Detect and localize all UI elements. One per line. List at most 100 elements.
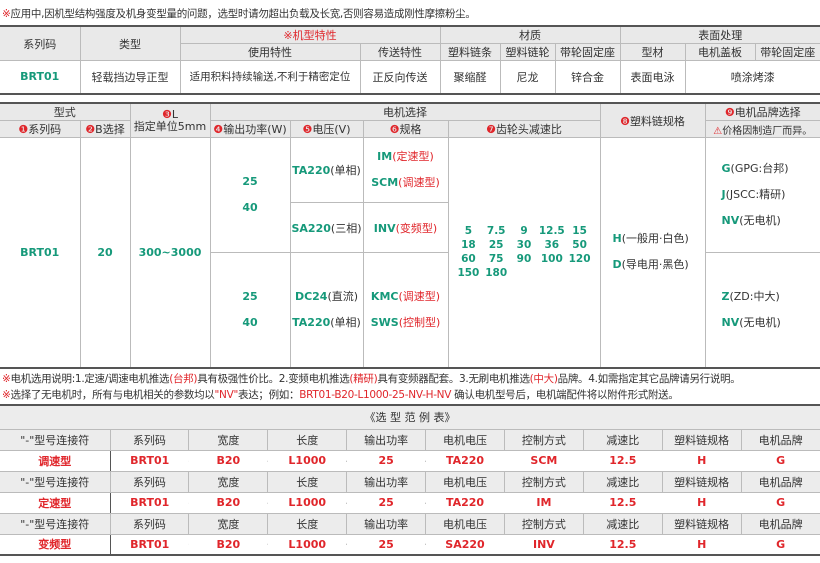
example-header-cell: 电机品牌 [741, 512, 820, 535]
example-value: 25 – [346, 449, 426, 472]
separator-dash: – [741, 496, 742, 509]
example-value-text: 12.5 [609, 454, 637, 467]
example-header-row: "-"型号连接符 系列码 宽度 长度 输出功率 电机电压 控制方式 减速比 塑料链规格 电机品牌 [0, 470, 820, 493]
example-header-row: "-"型号连接符 系列码 宽度 长度 输出功率 电机电压 控制方式 减速比 塑料链规格 电机品牌 [0, 428, 820, 451]
example-value-text: 25 [378, 454, 394, 467]
example-value-text: 12.5 [609, 496, 637, 509]
example-value: INV – [504, 533, 584, 556]
example-value-text: BRT01 [130, 454, 170, 467]
example-header-cell: 电机电压 [425, 470, 505, 493]
cell-spec-a2: INV(变频型) [362, 202, 449, 253]
example-value-text: H [697, 537, 707, 551]
example-value: G [741, 449, 820, 472]
example-header-cell: 电机电压 [425, 512, 505, 535]
example-value-text: INV [532, 537, 555, 551]
cell: 尼龙 [499, 60, 556, 94]
header-type: 类型 [79, 25, 181, 61]
example-value-text: SCM [530, 454, 558, 467]
cell-brand-b: Z(ZD:中大) NV(无电机) [704, 252, 820, 368]
subheader-b: ❷B选择 [79, 120, 131, 138]
cell-voltage-a2: SA220(三相) [289, 202, 364, 253]
header-length: ❸L 指定单位5mm [129, 102, 211, 138]
cell-length: 300~3000 [129, 137, 211, 368]
example-value-text: G [776, 454, 786, 467]
ratio-value: 60 [461, 253, 476, 266]
example-value-text: BRT01 [130, 496, 170, 509]
example-value-text: 25 [378, 496, 394, 509]
example-value-text: 12.5 [609, 537, 637, 551]
example-value-text: SA220 [445, 537, 485, 551]
separator-dash: – [267, 454, 268, 467]
example-header-cell: 系列码 [110, 470, 190, 493]
cell-power-a: 25 40 [209, 137, 291, 253]
example-header-cell: "-"型号连接符 [0, 428, 111, 451]
cell-chain: H(一般用·白色) D(导电用·黑色) [599, 137, 706, 368]
example-value-text: L1000 [288, 496, 327, 509]
separator-dash: – [346, 496, 347, 509]
example-value-text: TA220 [445, 454, 485, 467]
header-chain: ❽塑料链规格 [599, 102, 706, 138]
example-value-text: G [776, 537, 786, 551]
cell-series: BRT01 [0, 137, 81, 368]
ratio-value: 30 [516, 239, 532, 252]
example-value: IM – [504, 491, 584, 514]
example-header-cell: 长度 [267, 512, 348, 535]
separator-dash: – [267, 496, 268, 509]
example-header-cell: 控制方式 [504, 512, 584, 535]
ratio-value: 150 [457, 267, 480, 280]
separator-dash: – [662, 496, 663, 509]
example-value: L1000 – [267, 491, 347, 514]
subheader-series: ❶系列码 [0, 120, 81, 138]
separator-dash: – [583, 496, 584, 509]
example-header-cell: 系列码 [110, 428, 190, 451]
ratio-value: 25 [488, 239, 504, 252]
cell-brand-a: G(GPG:台邦) J(JSCC:精研) NV(无电机) [704, 137, 820, 253]
cell: 适用积料持续输送,不利于精密定位 [179, 60, 361, 94]
example-value: 12.5 – [583, 491, 663, 514]
example-value: TA220 – [425, 449, 505, 472]
example-header-cell: 减速比 [583, 428, 663, 451]
example-title: 《选 型 范 例 表》 [0, 404, 820, 430]
cell-spec-b: KMC(调速型) SWS(控制型) [362, 252, 449, 368]
separator-dash: – [425, 454, 426, 467]
example-value-text: G [776, 496, 786, 509]
example-value-text: 25 [378, 537, 394, 551]
example-header-cell: 输出功率 [346, 428, 427, 451]
subheader: 型材 [619, 43, 686, 61]
separator-dash: – [741, 538, 742, 551]
cell-voltage-b: DC24(直流) TA220(单相) [289, 252, 364, 368]
cell: 表面电泳 [619, 60, 686, 94]
header-surface: 表面处理 [619, 25, 820, 44]
example-value: G [741, 491, 820, 514]
separator-dash: – [346, 454, 347, 467]
ratio-value: 50 [572, 239, 587, 252]
example-header-cell: 塑料链规格 [662, 512, 742, 535]
example-value: TA220 – [425, 491, 505, 514]
subheader: 带轮固定座 [554, 43, 621, 61]
example-header-cell: "-"型号连接符 [0, 470, 111, 493]
example-value: 12.5 – [583, 449, 663, 472]
example-value-text: BRT01 [130, 537, 170, 551]
example-header-cell: 电机电压 [425, 428, 505, 451]
cell-power-b: 25 40 [209, 252, 291, 368]
subheader: 塑料链条 [439, 43, 501, 61]
separator-dash: – [188, 538, 189, 551]
example-value-text: B20 [216, 454, 241, 467]
example-table: 《选 型 范 例 表》 "-"型号连接符 系列码 宽度 长度 输出功率 电机电压 控制方式减… [0, 404, 820, 556]
ratio-value: 90 [516, 253, 532, 266]
example-header-cell: 长度 [267, 428, 348, 451]
example-value: 12.5 – [583, 533, 663, 556]
example-header-cell: 塑料链规格 [662, 470, 742, 493]
header-series: 系列码 [0, 25, 81, 61]
example-value-text: H [697, 496, 707, 509]
example-value: L1000 – [267, 533, 347, 556]
example-value: 25 – [346, 491, 426, 514]
example-header-cell: 减速比 [583, 470, 663, 493]
example-header-cell: 长度 [267, 470, 348, 493]
cell: 正反向传送 [359, 60, 441, 94]
ratio-value: 120 [568, 253, 591, 266]
example-header-cell: 输出功率 [346, 470, 427, 493]
cell-spec-a1: IM(定速型) SCM(调速型) [362, 137, 449, 203]
